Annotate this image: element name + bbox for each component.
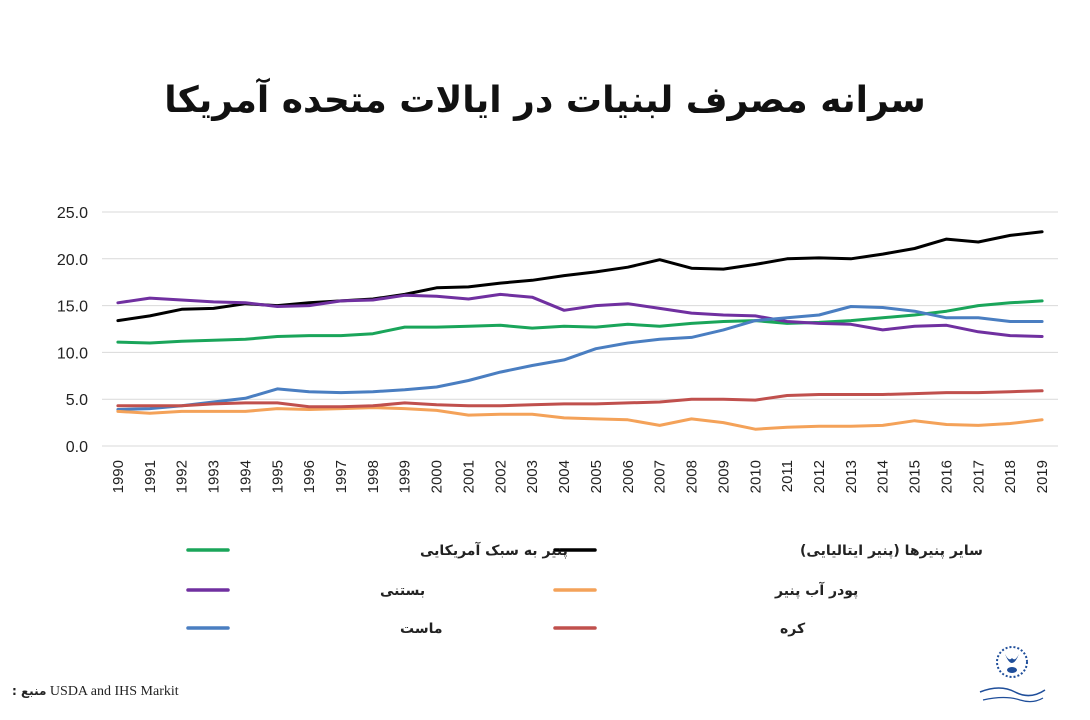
association-logo bbox=[979, 646, 1046, 703]
x-tick-label: 1990 bbox=[110, 460, 127, 493]
x-tick-label: 1992 bbox=[174, 460, 191, 493]
x-tick-label: 1995 bbox=[269, 460, 286, 493]
x-tick-label: 2007 bbox=[652, 460, 669, 493]
x-tick-label: 2010 bbox=[747, 460, 764, 493]
legend-label: کره bbox=[780, 621, 806, 637]
x-tick-label: 2015 bbox=[907, 460, 924, 493]
legend-label: پنیر به سبک آمریکایی bbox=[420, 541, 568, 559]
x-tick-label: 2012 bbox=[811, 460, 828, 493]
x-tick-label: 1997 bbox=[333, 460, 350, 493]
x-tick-label: 2005 bbox=[588, 460, 605, 493]
x-tick-label: 2018 bbox=[1002, 460, 1019, 493]
x-tick-label: 2014 bbox=[875, 460, 892, 493]
x-tick-label: 1999 bbox=[397, 460, 414, 493]
y-tick-label: 0.0 bbox=[66, 439, 88, 456]
series-line bbox=[116, 299, 1044, 345]
x-tick-label: 2002 bbox=[492, 460, 509, 493]
source-text: USDA and IHS Markit bbox=[49, 684, 179, 699]
x-tick-label: 2013 bbox=[843, 460, 860, 493]
legend-label: ماست bbox=[400, 621, 443, 637]
series-line bbox=[116, 406, 1044, 431]
x-tick-label: 2004 bbox=[556, 460, 573, 493]
x-tick-label: 2016 bbox=[938, 460, 955, 493]
x-tick-label: 1991 bbox=[142, 460, 159, 493]
legend-label: پودر آب پنیر bbox=[774, 581, 858, 599]
x-tick-label: 2011 bbox=[779, 460, 796, 492]
series-line bbox=[116, 389, 1044, 409]
source-note: : منبع USDA and IHS Markit bbox=[12, 684, 179, 700]
y-tick-label: 5.0 bbox=[66, 392, 88, 409]
x-tick-label: 2000 bbox=[429, 460, 446, 493]
x-tick-label: 1998 bbox=[365, 460, 382, 493]
x-tick-label: 1996 bbox=[301, 460, 318, 493]
y-tick-label: 10.0 bbox=[57, 345, 88, 362]
legend: سایر پنیرها (پنیر ایتالیایی) پنیر به سبک … bbox=[186, 541, 983, 637]
x-tick-label: 2001 bbox=[460, 460, 477, 493]
x-tick-label: 1993 bbox=[206, 460, 223, 493]
chart-title: سرانه مصرف لبنیات در ایالات متحده آمریکا bbox=[164, 80, 926, 121]
series-lines bbox=[116, 230, 1044, 431]
legend-label: سایر پنیرها (پنیر ایتالیایی) bbox=[800, 543, 983, 559]
y-tick-label: 15.0 bbox=[57, 299, 88, 316]
x-tick-label: 2008 bbox=[684, 460, 701, 493]
x-tick-label: 2017 bbox=[970, 460, 987, 493]
x-tick-label: 2003 bbox=[524, 460, 541, 493]
legend-label: بستنی bbox=[380, 583, 425, 599]
x-axis-ticks: 1990 1991 1992 1993 1994 1995 1996 1997 1998 1999… bbox=[110, 460, 1051, 493]
y-tick-label: 25.0 bbox=[57, 205, 88, 222]
x-tick-label: 2009 bbox=[715, 460, 732, 493]
y-tick-label: 20.0 bbox=[57, 252, 88, 269]
x-tick-label: 2006 bbox=[620, 460, 637, 493]
series-line bbox=[116, 305, 1044, 411]
x-tick-label: 2019 bbox=[1034, 460, 1051, 493]
y-axis-ticks: 0.0 5.0 10.0 15.0 20.0 25.0 bbox=[57, 205, 88, 456]
series-line bbox=[116, 292, 1044, 338]
x-tick-label: 1994 bbox=[237, 460, 254, 493]
source-label: : منبع bbox=[12, 684, 47, 698]
